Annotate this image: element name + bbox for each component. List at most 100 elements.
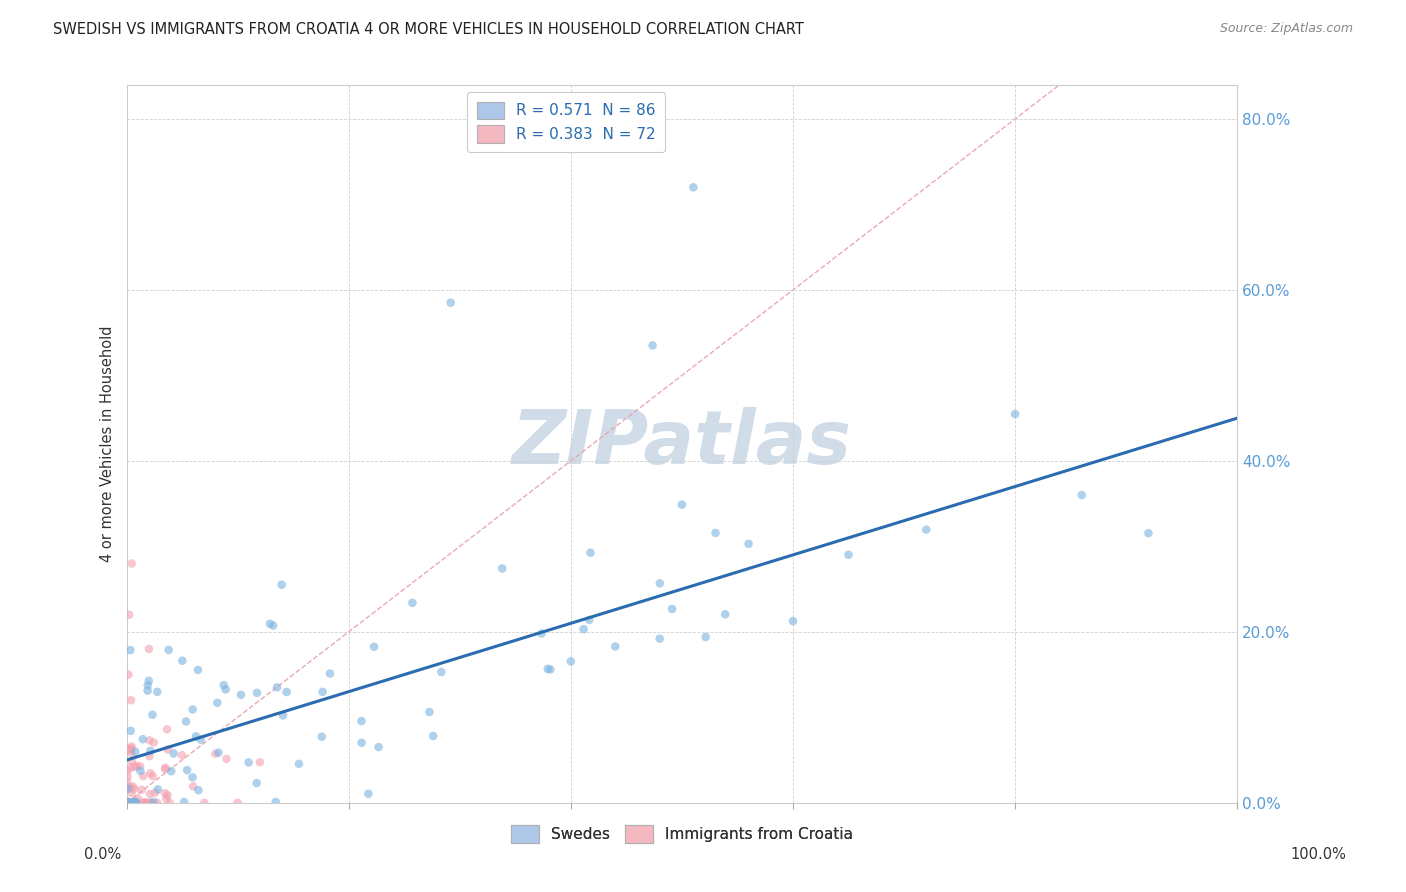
Point [118, 795, 141, 809]
Point [120, 796, 142, 810]
Point [118, 607, 141, 622]
Point [160, 764, 183, 779]
Point [440, 295, 463, 310]
Point [181, 780, 204, 794]
Point [238, 756, 260, 770]
Point [153, 762, 176, 776]
Point [704, 525, 727, 540]
Point [120, 743, 142, 757]
Point [172, 654, 194, 668]
Point [193, 796, 215, 810]
Point [121, 796, 143, 810]
Legend: Swedes, Immigrants from Croatia: Swedes, Immigrants from Croatia [505, 819, 859, 849]
Point [139, 787, 162, 801]
Point [121, 557, 143, 571]
Point [132, 769, 155, 783]
Point [132, 732, 155, 747]
Point [264, 795, 287, 809]
Point [138, 749, 160, 764]
Point [181, 702, 204, 716]
Point [737, 537, 759, 551]
Point [367, 740, 389, 755]
Point [173, 795, 195, 809]
Point [125, 796, 148, 810]
Point [159, 796, 181, 810]
Point [124, 796, 146, 810]
Point [641, 338, 664, 352]
Point [1004, 407, 1026, 421]
Point [648, 632, 671, 646]
Point [714, 607, 737, 622]
Point [430, 665, 453, 679]
Point [124, 781, 146, 796]
Point [538, 662, 561, 676]
Point [605, 640, 627, 654]
Point [246, 776, 269, 790]
Point [350, 736, 373, 750]
Point [121, 796, 143, 810]
Point [671, 498, 693, 512]
Point [401, 596, 423, 610]
Text: 100.0%: 100.0% [1291, 847, 1347, 862]
Point [120, 741, 142, 756]
Point [124, 745, 146, 759]
Text: SWEDISH VS IMMIGRANTS FROM CROATIA 4 OR MORE VEHICLES IN HOUSEHOLD CORRELATION C: SWEDISH VS IMMIGRANTS FROM CROATIA 4 OR … [53, 22, 804, 37]
Point [271, 708, 294, 723]
Point [127, 791, 149, 805]
Point [184, 729, 207, 743]
Point [117, 796, 139, 810]
Point [1137, 526, 1160, 541]
Point [207, 696, 229, 710]
Point [129, 759, 152, 773]
Point [422, 729, 444, 743]
Point [915, 523, 938, 537]
Point [138, 673, 160, 688]
Point [138, 642, 160, 657]
Point [135, 796, 157, 810]
Point [141, 707, 163, 722]
Point [311, 685, 333, 699]
Point [187, 783, 209, 797]
Point [156, 742, 179, 756]
Point [142, 735, 165, 749]
Point [319, 666, 342, 681]
Point [226, 796, 249, 810]
Point [117, 769, 139, 783]
Point [176, 763, 198, 777]
Point [131, 796, 153, 810]
Point [215, 682, 238, 697]
Point [142, 795, 165, 809]
Point [129, 764, 152, 778]
Point [138, 733, 160, 747]
Point [156, 789, 179, 803]
Point [115, 796, 138, 810]
Point [229, 688, 252, 702]
Point [155, 761, 177, 775]
Point [560, 654, 582, 668]
Point [121, 755, 143, 769]
Point [117, 781, 139, 796]
Point [136, 678, 159, 692]
Point [249, 756, 271, 770]
Point [122, 780, 145, 794]
Point [115, 795, 138, 809]
Point [120, 643, 142, 657]
Point [648, 576, 671, 591]
Point [311, 730, 333, 744]
Point [125, 796, 148, 810]
Point [120, 796, 142, 810]
Point [418, 705, 440, 719]
Point [115, 796, 138, 810]
Point [120, 780, 142, 794]
Point [115, 796, 138, 810]
Point [118, 781, 141, 796]
Point [131, 782, 153, 797]
Point [117, 742, 139, 756]
Point [124, 795, 146, 809]
Point [491, 561, 513, 575]
Point [120, 747, 142, 761]
Point [117, 795, 139, 809]
Point [117, 796, 139, 810]
Point [120, 761, 142, 775]
Point [363, 640, 385, 654]
